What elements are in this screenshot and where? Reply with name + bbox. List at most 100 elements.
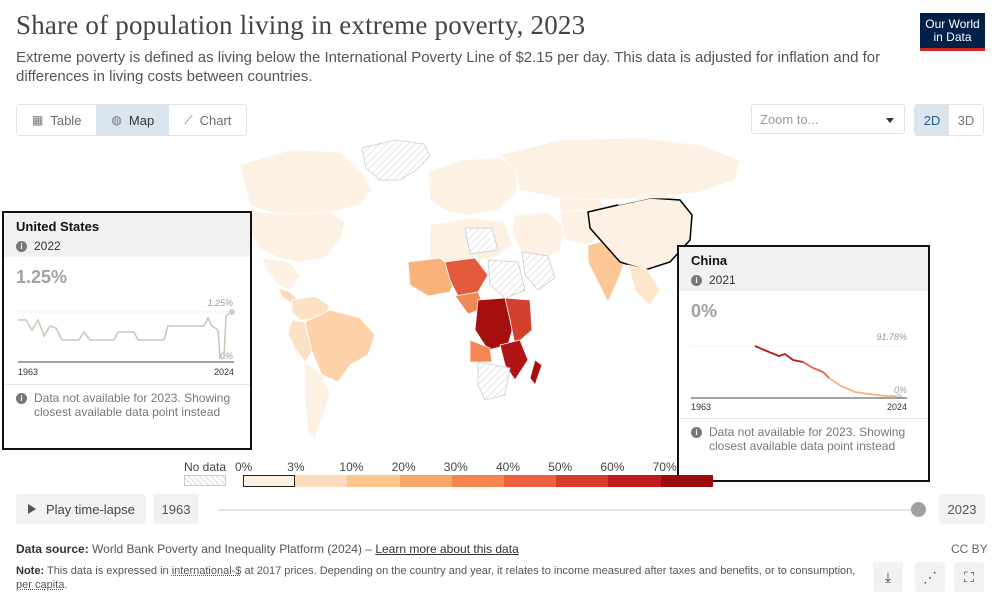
play-timelapse-button[interactable]: Play time-lapse [16,494,146,524]
share-button[interactable]: ⋰ [915,562,945,592]
chart-subtitle: Extreme poverty is defined as living bel… [16,49,881,85]
world-map [239,137,766,441]
legend-tick-4: 30% [443,460,468,474]
toggle-3d[interactable]: 3D [957,112,975,128]
line-chart-icon: ⟋ [184,112,193,127]
tooltip-year: 2022 [34,239,61,253]
country-sahel[interactable] [444,257,489,297]
legend-tick-1: 3% [287,460,305,474]
timeline-start-year[interactable]: 1963 [153,494,199,524]
country-mongolia[interactable] [617,191,681,206]
country-europe[interactable] [427,157,521,216]
china-sparkline: 91.78% 0% 1963 2024 [691,332,907,412]
tooltip-china: China i 2021 0% 91.78% 0% 1963 2024 i Da… [677,245,930,482]
us-sparkline: 1.25% 0% 1963 2024 [18,298,235,377]
legend-bin-8[interactable] [660,475,713,487]
international-dollar-link[interactable]: international-$ [171,565,242,577]
country-sudan[interactable] [487,259,526,299]
tab-chart[interactable]: ⟋ Chart [169,105,246,135]
tooltip-header: China i 2021 [679,247,928,291]
owid-logo[interactable]: Our World in Data [920,13,985,51]
country-madagascar[interactable] [529,359,543,386]
legend-tick-6: 50% [548,460,573,474]
legend-bin-2[interactable] [347,475,400,487]
info-icon: i [691,427,702,438]
legend-bin-7[interactable] [608,475,661,487]
play-label: Play time-lapse [46,501,135,517]
tab-map[interactable]: ◍ Map [96,105,170,135]
tooltip-country: China [691,253,728,268]
download-icon: ⤓ [884,568,892,585]
view-tabs: ▦ Table ◍ Map ⟋ Chart [16,104,248,136]
tab-table[interactable]: ▦ Table [17,105,96,135]
legend-bin-5[interactable] [504,475,557,487]
legend-bin-1[interactable] [295,475,348,487]
country-middle-east[interactable] [511,211,566,263]
country-libya[interactable] [464,227,499,255]
source-text: World Bank Poverty and Inequality Platfo… [92,542,372,556]
timeline-thumb[interactable] [911,502,926,517]
timeline-end-year[interactable]: 2023 [939,494,985,524]
info-icon: i [16,240,27,252]
tooltip-note: i Data not available for 2023. Showing c… [691,425,916,453]
projection-toggle: 2D 3D [914,104,984,136]
toggle-2d[interactable]: 2D [915,105,949,135]
china-spark-line-mid [802,361,830,379]
tooltip-year-row: i 2021 [691,273,916,287]
source-label: Data source: [16,542,89,556]
country-arabia[interactable] [521,251,556,291]
legend-no-data-label: No data [184,460,227,474]
us-spark-x-end: 2024 [214,367,234,377]
footnote-text-2: at 2017 prices. Depending on the country… [244,565,856,577]
country-mozambique[interactable] [499,339,529,381]
country-east-africa[interactable] [504,297,533,346]
country-argentina[interactable] [304,361,331,441]
tooltip-country: United States [16,219,100,234]
country-greenland[interactable] [361,139,431,181]
download-button[interactable]: ⤓ [873,562,903,592]
tab-table-label: Table [50,112,82,128]
legend-bin-3[interactable] [399,475,452,487]
footnote-text-1: This data is expressed in [46,565,169,577]
data-source: Data source: World Bank Poverty and Ineq… [16,542,519,556]
legend-bin-0[interactable] [243,475,296,487]
us-spark-point [229,309,235,315]
china-spark-max-label: 91.78% [876,332,907,342]
tooltip-united-states: United States i 2022 1.25% 1.25% 0% 1963… [2,211,252,450]
fullscreen-button[interactable]: ⛶ [954,562,984,592]
tooltip-year-row: i 2022 [16,239,238,253]
zoom-select[interactable]: Zoom to... [751,104,905,134]
us-spark-max-label: 1.25% [207,298,233,308]
country-brazil[interactable] [304,309,376,383]
info-icon: i [16,393,27,404]
country-usa[interactable] [249,211,346,263]
china-spark-min-label: 0% [894,385,907,395]
china-spark-line-high [754,345,804,363]
tooltip-year: 2021 [709,273,736,287]
country-angola[interactable] [469,339,493,363]
legend-tick-8: 70% [652,460,677,474]
license-label[interactable]: CC BY [951,542,988,556]
zoom-placeholder: Zoom to... [760,112,819,127]
per-capita-link[interactable]: per capita [16,579,65,591]
share-icon: ⋰ [923,568,937,585]
country-mexico[interactable] [261,257,301,291]
legend-bin-4[interactable] [451,475,504,487]
tooltip-header: United States i 2022 [4,213,250,257]
chevron-down-icon [886,118,894,123]
tooltip-note-text: Data not available for 2023. Showing clo… [709,425,906,453]
china-spark-x-start: 1963 [691,402,711,412]
tooltip-value: 0% [691,301,718,321]
country-canada[interactable] [239,149,373,215]
country-southeast-asia[interactable] [627,264,661,306]
country-russia[interactable] [499,137,741,201]
learn-more-link[interactable]: Learn more about this data [375,542,519,556]
legend-bin-6[interactable] [556,475,609,487]
timeline-track[interactable] [218,509,918,511]
logo-line-2: in Data [933,30,972,44]
country-south-africa[interactable] [477,361,511,401]
country-west-africa[interactable] [407,257,459,297]
legend-no-data-swatch[interactable] [184,475,226,486]
table-icon: ▦ [32,113,44,127]
play-icon [28,504,36,514]
